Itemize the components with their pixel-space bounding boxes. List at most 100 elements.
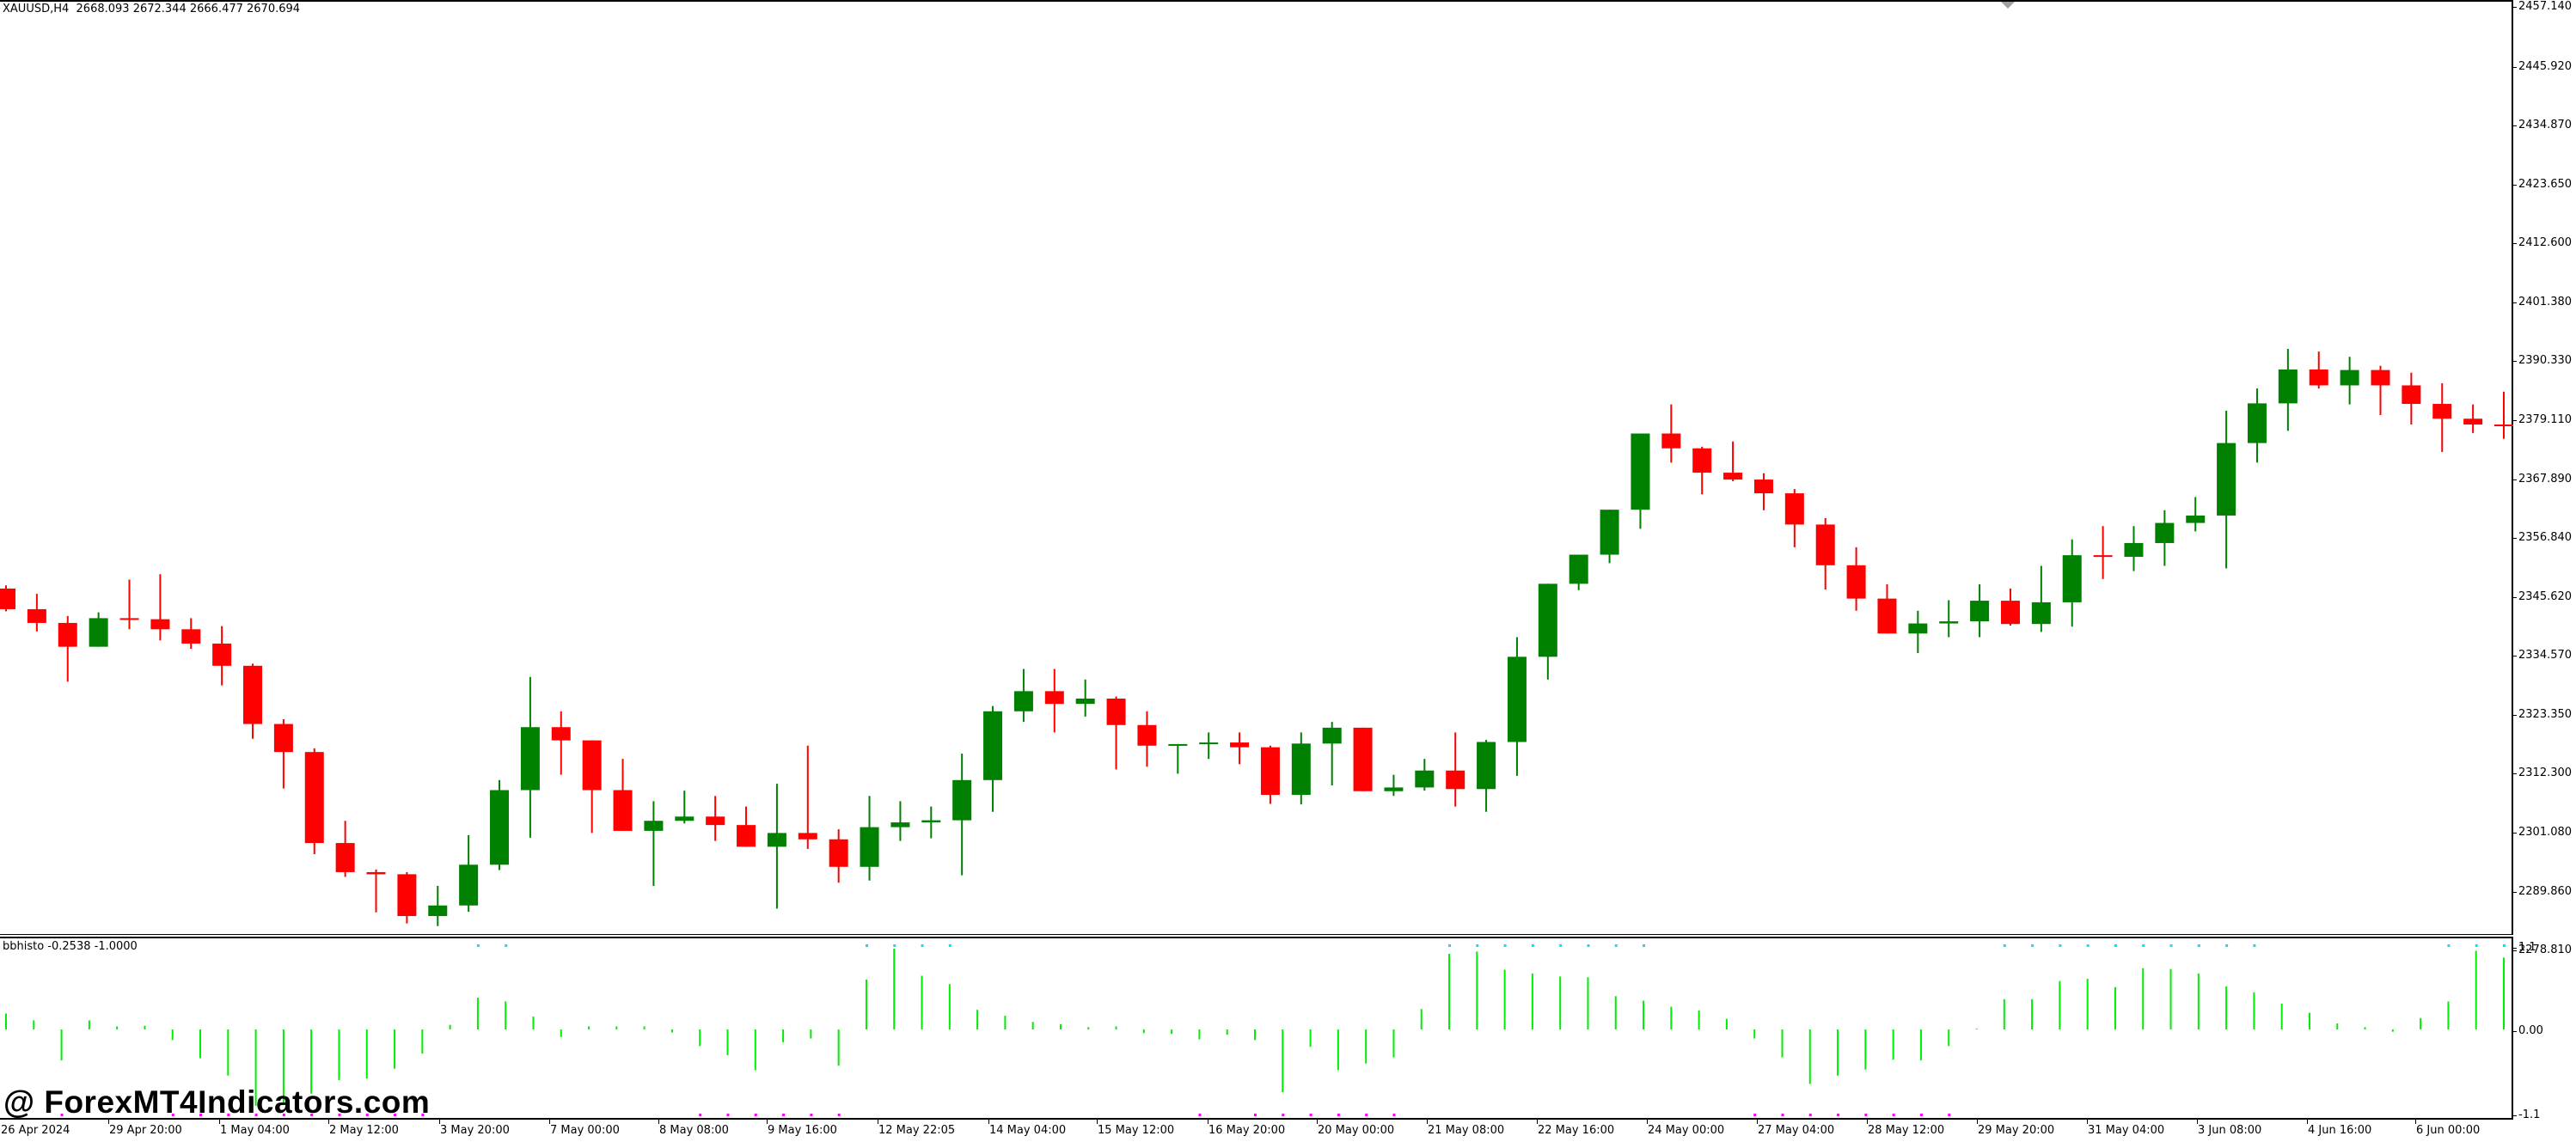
lower-signal-dot bbox=[227, 1114, 230, 1116]
lower-signal-dot bbox=[810, 1114, 813, 1116]
bear-candle bbox=[1723, 473, 1743, 480]
lower-signal-dot bbox=[1198, 1114, 1202, 1116]
histogram-plot bbox=[5, 944, 2506, 1116]
time-tick-label: 2 May 12:00 bbox=[329, 1124, 399, 1137]
bull-candle bbox=[1631, 433, 1650, 510]
main-chart-pane[interactable] bbox=[0, 0, 2513, 934]
lower-signal-dot bbox=[1781, 1114, 1784, 1116]
time-tick-mark bbox=[1097, 1120, 1098, 1124]
time-tick-mark bbox=[2307, 1120, 2308, 1124]
lower-signal-dot bbox=[254, 1114, 258, 1116]
time-tick-mark bbox=[767, 1120, 768, 1124]
chart-shift-marker-icon[interactable] bbox=[2001, 2, 2015, 9]
upper-signal-dot bbox=[2503, 944, 2506, 947]
price-tick-label: 2301.080 bbox=[2518, 826, 2573, 839]
indicator-subwindow[interactable] bbox=[0, 937, 2513, 1120]
price-tick-mark bbox=[2513, 833, 2517, 834]
bear-candle bbox=[1815, 524, 1835, 565]
time-tick-mark bbox=[988, 1120, 989, 1124]
time-tick-mark bbox=[1317, 1120, 1318, 1124]
time-tick-label: 6 Jun 00:00 bbox=[2416, 1124, 2481, 1137]
time-tick-mark bbox=[1757, 1120, 1758, 1124]
upper-signal-dot bbox=[1559, 944, 1563, 947]
upper-signal-dot bbox=[476, 944, 480, 947]
time-tick-label: 22 May 16:00 bbox=[1538, 1124, 1615, 1137]
price-tick-label: 2390.330 bbox=[2518, 354, 2573, 367]
bull-candle bbox=[2340, 369, 2359, 386]
upper-signal-dot bbox=[948, 944, 951, 947]
price-tick-mark bbox=[2513, 302, 2517, 303]
lower-signal-dot bbox=[1948, 1114, 1951, 1116]
bull-candle bbox=[428, 905, 448, 917]
lower-signal-dot bbox=[1254, 1114, 1257, 1116]
price-tick-label: 2312.300 bbox=[2518, 766, 2573, 779]
bull-candle bbox=[1600, 510, 1619, 555]
time-tick-label: 29 May 20:00 bbox=[1978, 1124, 2055, 1137]
time-tick-label: 16 May 20:00 bbox=[1208, 1124, 1286, 1137]
upper-signal-dot bbox=[2225, 944, 2229, 947]
bull-candle bbox=[1168, 743, 1188, 746]
price-tick-label: 2423.650 bbox=[2518, 178, 2573, 191]
time-tick-label: 1 May 04:00 bbox=[220, 1124, 290, 1137]
bear-candle bbox=[212, 643, 232, 666]
upper-signal-dot bbox=[2003, 944, 2006, 947]
lower-signal-dot bbox=[782, 1114, 786, 1116]
bull-candle bbox=[1291, 743, 1311, 796]
price-tick-mark bbox=[2513, 7, 2517, 8]
pane-separator[interactable] bbox=[0, 934, 2513, 937]
lower-signal-dot bbox=[1309, 1114, 1312, 1116]
bull-candle bbox=[1477, 742, 1496, 790]
price-tick-mark bbox=[2513, 243, 2517, 244]
price-tick-label: 2401.380 bbox=[2518, 296, 2573, 308]
lower-signal-dot bbox=[282, 1114, 285, 1116]
lower-signal-dot bbox=[1392, 1114, 1396, 1116]
bull-candle bbox=[1199, 742, 1219, 745]
upper-signal-dot bbox=[2169, 944, 2173, 947]
upper-signal-dot bbox=[1448, 944, 1452, 947]
time-tick-label: 28 May 12:00 bbox=[1868, 1124, 1945, 1137]
time-tick-mark bbox=[108, 1120, 109, 1124]
bull-candle bbox=[2062, 555, 2082, 602]
bull-candle bbox=[2278, 369, 2298, 404]
lower-signal-dot bbox=[338, 1114, 341, 1116]
upper-signal-dot bbox=[893, 944, 896, 947]
upper-signal-dot bbox=[1643, 944, 1646, 947]
time-tick-label: 29 Apr 20:00 bbox=[109, 1124, 182, 1137]
lower-signal-dot bbox=[310, 1114, 314, 1116]
bear-candle bbox=[2000, 601, 2020, 625]
bull-candle bbox=[2155, 522, 2175, 543]
bull-candle bbox=[952, 779, 972, 821]
time-tick-label: 12 May 22:05 bbox=[878, 1124, 956, 1137]
bear-candle bbox=[1260, 747, 1280, 796]
lower-signal-dot bbox=[1892, 1114, 1895, 1116]
time-tick-mark bbox=[1427, 1120, 1428, 1124]
bear-candle bbox=[829, 839, 848, 867]
price-tick-label: 2367.890 bbox=[2518, 473, 2573, 486]
time-tick-mark bbox=[1537, 1120, 1538, 1124]
price-tick-label: 2445.920 bbox=[2518, 60, 2573, 73]
bear-candle bbox=[1106, 698, 1126, 725]
upper-signal-dot bbox=[2447, 944, 2451, 947]
price-tick-mark bbox=[2513, 597, 2517, 598]
time-tick-label: 4 Jun 16:00 bbox=[2308, 1124, 2372, 1137]
bear-candle bbox=[1353, 727, 1373, 791]
bull-candle bbox=[1569, 554, 1588, 584]
price-tick-label: 2356.840 bbox=[2518, 531, 2573, 544]
time-tick-label: 3 Jun 08:00 bbox=[2198, 1124, 2262, 1137]
bull-candle bbox=[1538, 583, 1557, 657]
bear-candle bbox=[798, 833, 817, 840]
bull-candle bbox=[459, 864, 479, 906]
bull-candle bbox=[860, 827, 879, 867]
bear-candle bbox=[1877, 598, 1897, 634]
bull-candle bbox=[890, 822, 910, 827]
lower-signal-dot bbox=[421, 1114, 425, 1116]
bear-candle bbox=[1661, 433, 1681, 449]
bear-candle bbox=[2371, 369, 2390, 386]
bear-candle bbox=[1692, 448, 1712, 473]
bull-candle bbox=[675, 816, 694, 821]
time-tick-label: 21 May 08:00 bbox=[1428, 1124, 1505, 1137]
lower-signal-dot bbox=[1282, 1114, 1285, 1116]
price-tick-mark bbox=[2513, 125, 2517, 126]
bear-candle bbox=[397, 874, 417, 917]
bear-candle bbox=[181, 629, 201, 644]
